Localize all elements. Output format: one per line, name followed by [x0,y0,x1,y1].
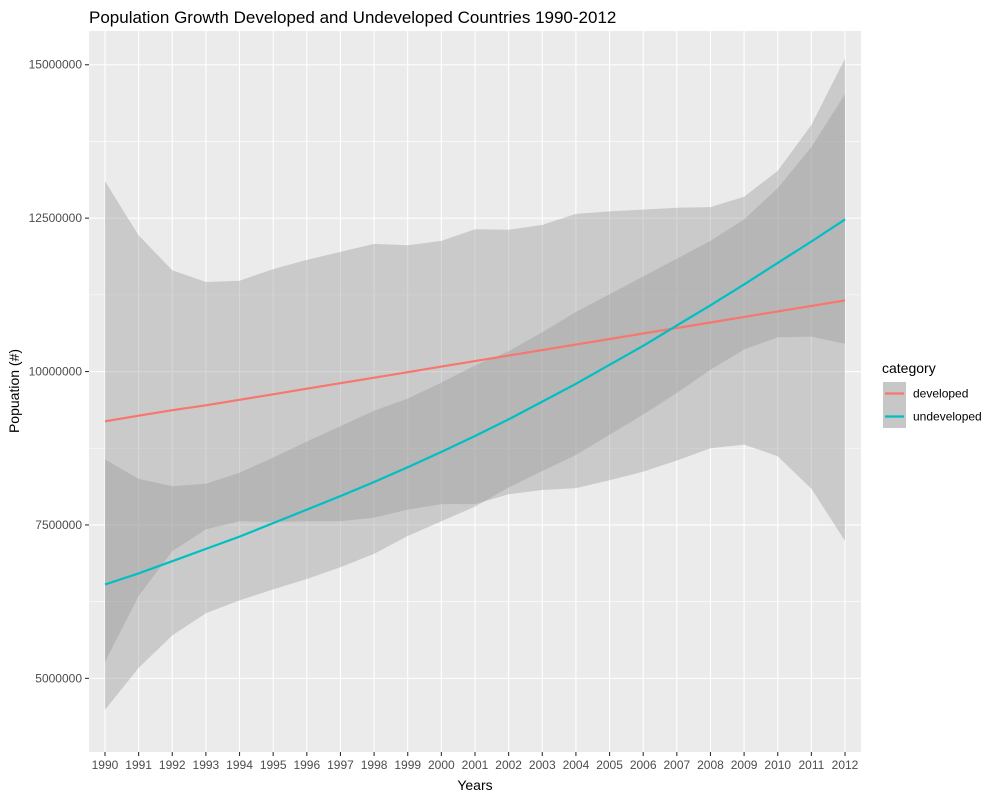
x-tick-label: 1994 [226,758,253,772]
x-tick-label: 2007 [663,758,690,772]
x-tick-label: 1995 [260,758,287,772]
x-tick-label: 1992 [159,758,186,772]
x-tick-label: 1991 [125,758,152,772]
x-tick-label: 1997 [327,758,354,772]
x-tick-label: 1998 [361,758,388,772]
x-tick-label: 1990 [92,758,119,772]
x-tick-label: 2000 [428,758,455,772]
legend-label-developed: developed [913,387,968,401]
legend-items: developed undeveloped [883,382,982,428]
x-tick-label: 2005 [596,758,623,772]
series-lines [104,218,846,586]
x-tick-label: 2012 [832,758,859,772]
x-axis: 1990 1991 1992 1993 1994 1995 1996 1997 1998 1999… [92,752,859,772]
x-tick-label: 2004 [563,758,590,772]
y-tick-label: 15000000 [29,58,83,72]
y-tick-label: 10000000 [29,365,83,379]
legend-label-undeveloped: undeveloped [913,410,982,424]
x-tick-label: 2010 [764,758,791,772]
x-tick-label: 2003 [529,758,556,772]
x-tick-label: 2002 [495,758,522,772]
x-tick-label: 1993 [193,758,220,772]
major-gridlines [89,31,861,752]
series-line-undeveloped [104,218,846,586]
y-tick-label: 12500000 [29,211,83,225]
y-tick-label: 7500000 [35,518,82,532]
y-tick-label: 5000000 [35,671,82,685]
x-tick-label: 2006 [630,758,657,772]
x-tick-label: 2011 [798,758,824,772]
x-axis-title: Years [457,777,492,793]
x-tick-label: 2008 [697,758,724,772]
x-tick-label: 2009 [731,758,758,772]
legend-title: category [882,360,936,376]
chart-title: Population Growth Developed and Undevelo… [89,8,616,27]
y-axis-title: Popuation (#) [6,349,22,433]
x-tick-label: 2001 [462,758,489,772]
ribbon-undeveloped [105,94,845,710]
x-tick-label: 1996 [293,758,320,772]
legend: category developed undeveloped [882,360,982,428]
y-axis: 5000000 7500000 10000000 12500000 15000000 [29,58,89,685]
series-line-developed [104,299,846,423]
x-tick-label: 1999 [394,758,421,772]
